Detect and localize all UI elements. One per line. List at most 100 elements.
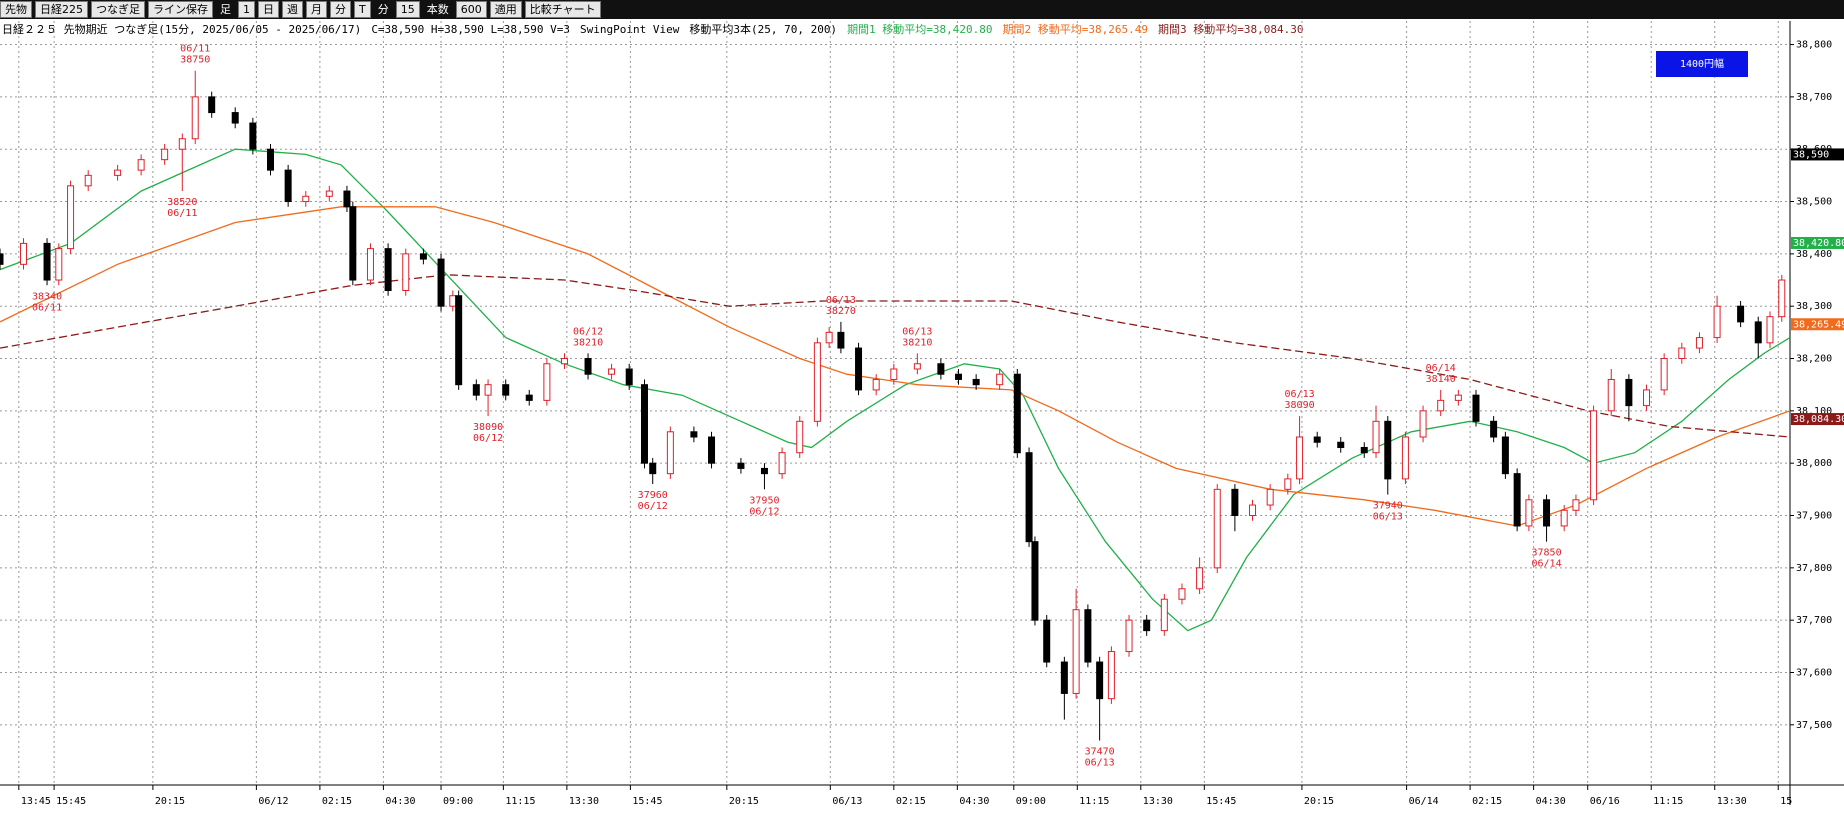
ohlc-text: C=38,590 H=38,590 L=38,590 V=3 bbox=[371, 23, 570, 36]
price-tag-label: 38,420.80 bbox=[1793, 238, 1844, 249]
candle-body bbox=[1384, 420, 1392, 480]
candle-body bbox=[1060, 661, 1068, 694]
x-tick-label: 06/14 bbox=[1409, 796, 1439, 807]
swing-date: 06/13 bbox=[902, 326, 932, 337]
candle-body bbox=[996, 373, 1004, 386]
candle-body bbox=[1107, 651, 1115, 700]
candle-body bbox=[1525, 499, 1533, 527]
candle-body bbox=[1590, 410, 1598, 501]
swing-date: 06/14 bbox=[1531, 559, 1561, 570]
x-tick-label: 15:45 bbox=[56, 796, 86, 807]
candle-body bbox=[1607, 378, 1615, 412]
candle-body bbox=[1713, 305, 1721, 339]
y-tick-label: 38,300 bbox=[1796, 301, 1832, 312]
index-select[interactable]: 日経225 bbox=[35, 1, 88, 18]
candle-body bbox=[1754, 321, 1762, 344]
candle-body bbox=[760, 467, 768, 475]
x-tick-label: 04:30 bbox=[1536, 796, 1566, 807]
save-line-button[interactable]: ライン保存 bbox=[148, 1, 213, 18]
candle-body bbox=[1501, 436, 1509, 475]
candle-body bbox=[1513, 473, 1521, 527]
swing-value: 38140 bbox=[1426, 374, 1456, 385]
legend: 期間1 移動平均=38,420.80 期間2 移動平均=38,265.49 期間3 … bbox=[847, 23, 1313, 36]
week-button[interactable]: 週 bbox=[282, 1, 303, 18]
candle-body bbox=[161, 148, 169, 161]
candle-body bbox=[1266, 488, 1274, 506]
bars-input[interactable]: 600 bbox=[455, 1, 487, 18]
x-tick-label: 11:15 bbox=[1079, 796, 1109, 807]
price-tag-label: 38,590 bbox=[1793, 149, 1829, 160]
x-tick-label: 06/16 bbox=[1590, 796, 1620, 807]
candle-body bbox=[1678, 347, 1686, 360]
swing-value: 38090 bbox=[1285, 400, 1315, 411]
candle-body bbox=[84, 174, 92, 187]
candle-body bbox=[0, 253, 4, 265]
candle-body bbox=[955, 373, 963, 380]
swing-value: 38210 bbox=[902, 337, 932, 348]
swing-value: 37950 bbox=[749, 495, 779, 506]
candle-body bbox=[1096, 661, 1104, 700]
ma-line bbox=[0, 274, 1791, 438]
candle-body bbox=[137, 159, 145, 171]
x-tick-label: 11:15 bbox=[1653, 796, 1683, 807]
candle-body bbox=[813, 342, 821, 422]
count-input[interactable]: 1 bbox=[238, 1, 255, 18]
candle-body bbox=[1031, 541, 1039, 621]
month-button[interactable]: 月 bbox=[306, 1, 327, 18]
y-tick-label: 38,200 bbox=[1796, 354, 1832, 365]
x-tick-label: 09:00 bbox=[1016, 796, 1046, 807]
x-tick-label: 09:00 bbox=[443, 796, 473, 807]
price-tag bbox=[1791, 413, 1844, 426]
compare-button[interactable]: 比較チャート bbox=[524, 1, 601, 18]
x-tick-label: 06/12 bbox=[258, 796, 288, 807]
candle-body bbox=[455, 295, 463, 386]
badge-label: 1400円幅 bbox=[1680, 57, 1724, 70]
bar-type-select[interactable]: つなぎ足 bbox=[91, 1, 145, 18]
candle-body bbox=[625, 368, 633, 386]
swing-date: 06/14 bbox=[1426, 363, 1456, 374]
candle-body bbox=[1249, 504, 1257, 517]
candle-body bbox=[249, 122, 257, 150]
swing-value: 38340 bbox=[32, 291, 62, 302]
chart-header: 日経２２５ 先物期近 つなぎ足(15分, 2025/06/05 - 2025/0… bbox=[2, 21, 1324, 37]
candle-body bbox=[284, 169, 292, 203]
candle-body bbox=[1778, 279, 1786, 318]
candle-body bbox=[1231, 488, 1239, 517]
candle-body bbox=[1160, 598, 1168, 632]
candle-body bbox=[343, 190, 351, 208]
swing-date: 06/11 bbox=[180, 44, 210, 55]
candle-body bbox=[1766, 316, 1774, 344]
y-tick-label: 37,700 bbox=[1796, 615, 1832, 626]
price-tag bbox=[1791, 236, 1844, 249]
candle-body bbox=[1125, 619, 1133, 653]
x-tick-label: 15:45 bbox=[632, 796, 662, 807]
x-tick-label: 13:30 bbox=[1143, 796, 1173, 807]
legend-entry: 期間2 移動平均=38,265.49 bbox=[1002, 23, 1149, 36]
candle-body bbox=[1213, 488, 1221, 569]
price-tag bbox=[1791, 318, 1844, 331]
candle-body bbox=[1178, 588, 1186, 600]
price-tag bbox=[1791, 148, 1844, 161]
candle-body bbox=[1454, 394, 1462, 401]
day-button[interactable]: 日 bbox=[258, 1, 279, 18]
bars-label: 本数 bbox=[426, 3, 449, 16]
candle-body bbox=[484, 384, 492, 396]
apply-button[interactable]: 適用 bbox=[489, 1, 522, 18]
candle-body bbox=[1313, 436, 1321, 443]
swing-date: 06/13 bbox=[1285, 389, 1315, 400]
candle-body bbox=[449, 295, 457, 307]
candle-body bbox=[561, 358, 569, 365]
market-select[interactable]: 先物 bbox=[0, 1, 32, 18]
candle-body bbox=[708, 436, 716, 464]
candle-body bbox=[384, 248, 392, 291]
candle-body bbox=[690, 431, 698, 438]
interval-input[interactable]: 15 bbox=[395, 1, 420, 18]
toolbar: 先物 日経225 つなぎ足 ライン保存 足 1 日 週 月 分 T 分 15 本… bbox=[0, 0, 1844, 19]
y-tick-label: 37,800 bbox=[1796, 563, 1832, 574]
y-tick-label: 38,100 bbox=[1796, 406, 1832, 417]
candle-body bbox=[191, 96, 199, 140]
minute-button[interactable]: 分 bbox=[330, 1, 351, 18]
candle-body bbox=[1296, 436, 1304, 480]
tick-button[interactable]: T bbox=[354, 1, 371, 18]
